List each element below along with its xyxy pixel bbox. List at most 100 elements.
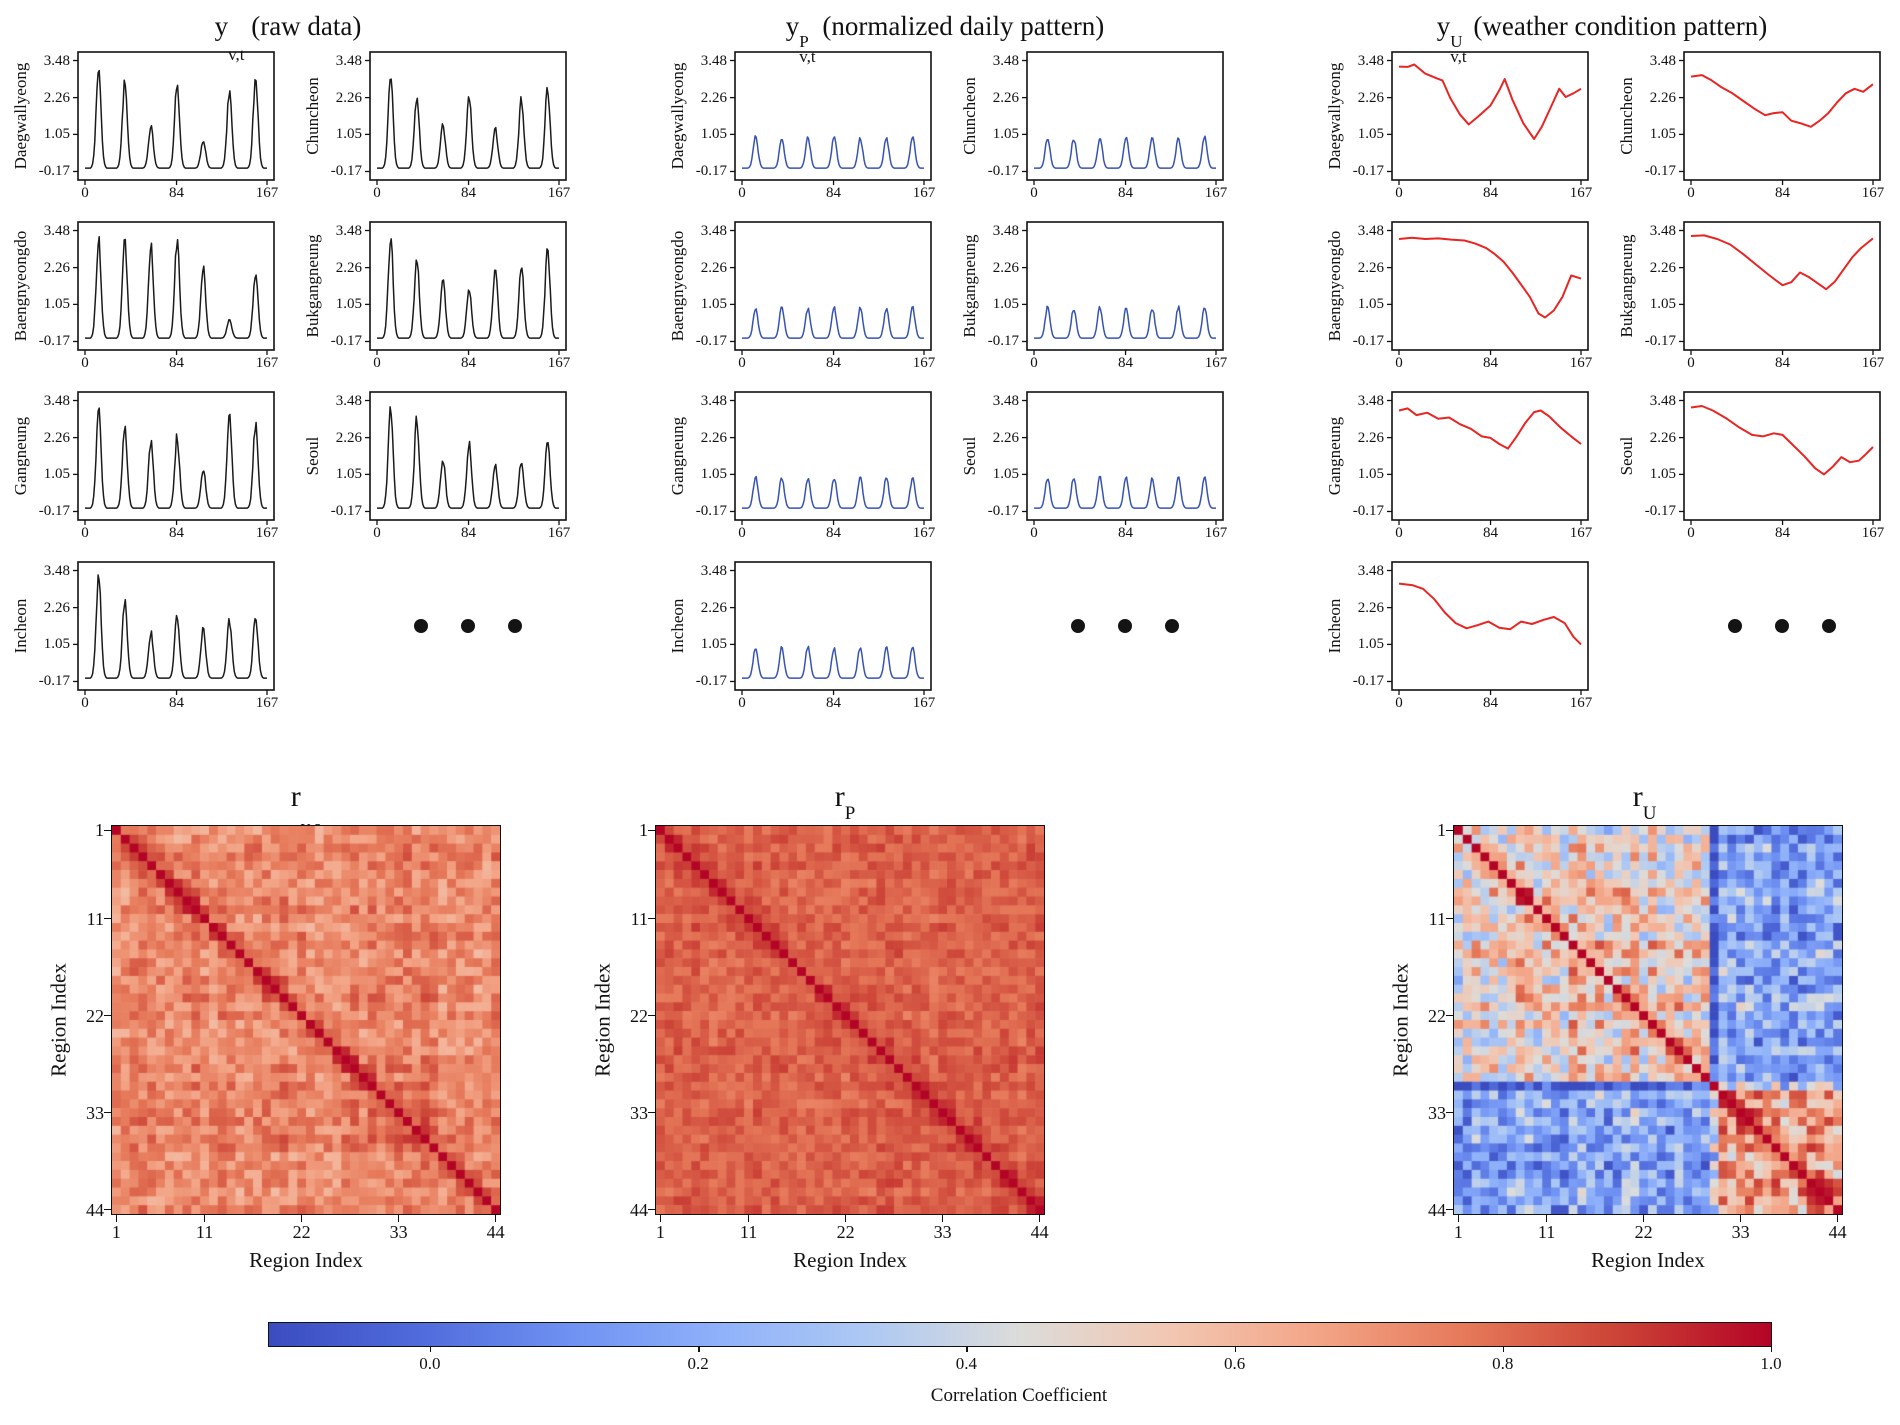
y-tick-label: -0.17 — [987, 333, 1019, 350]
plot-cell-weather-daegwallyeong: Daegwallyeong 3.48 2.26 1.05 -0.17 0 84 167 — [1322, 51, 1592, 210]
series-line-raw — [85, 574, 267, 679]
x-tick-label: 0 — [1030, 355, 1038, 371]
y-tick-label: 2.26 — [1357, 259, 1384, 276]
series-line-weather — [1690, 405, 1874, 476]
plot-area-raw — [73, 221, 275, 355]
y-tick-mark — [1446, 1111, 1454, 1114]
y-tick-label: 2.26 — [1357, 429, 1384, 446]
x-tick-label: 84 — [1118, 185, 1134, 201]
plot-area-normalized — [1022, 221, 1224, 355]
y-tick-mark — [104, 1111, 112, 1114]
y-tick-label: 1.05 — [1357, 466, 1384, 483]
x-tick-label: 0 — [1687, 355, 1695, 371]
y-axis-ticks: 3.48 2.26 1.05 -0.17 — [691, 222, 731, 350]
y-tick-label: -0.17 — [695, 163, 727, 180]
region-label: Incheon — [1325, 598, 1344, 654]
plot-frame — [369, 221, 567, 351]
plot-area-raw — [365, 221, 567, 355]
y-tick-label: -0.17 — [1644, 163, 1676, 180]
y-axis-ticks: 3.48 2.26 1.05 -0.17 — [1348, 222, 1388, 350]
colorbar-tick-mark — [1771, 1347, 1773, 1352]
title-main: y — [214, 11, 229, 41]
y-tick-label: -0.17 — [38, 503, 70, 520]
y-tick-mark — [648, 1208, 656, 1211]
timeseries-section: y v,t (raw data) Daegwallyeong 3.48 2.26 1.0… — [8, 6, 1884, 711]
x-tick-label: 84 — [1483, 695, 1499, 711]
y-tick-label: 3.48 — [700, 222, 727, 239]
x-tick-label: 0 — [1687, 525, 1695, 541]
region-index-ytick: 11 — [630, 908, 648, 929]
plot-area-raw — [73, 561, 275, 695]
y-axis-ticks: 3.48 2.26 1.05 -0.17 — [326, 222, 366, 350]
plot-cell-normalized-gangneung: Gangneung 3.48 2.26 1.05 -0.17 0 84 167 — [665, 391, 935, 550]
x-tick-label: 167 — [1204, 185, 1228, 201]
plot-frame — [1683, 391, 1881, 521]
y-axis-ticks: 3.48 2.26 1.05 -0.17 — [34, 392, 74, 520]
x-axis-ticks: 0 84 167 — [370, 185, 570, 207]
x-tick-mark — [1457, 1214, 1460, 1222]
x-tick-label: 84 — [826, 185, 842, 201]
y-tick-label: -0.17 — [987, 503, 1019, 520]
y-tick-mark — [648, 829, 656, 832]
ellipsis-dots — [370, 562, 566, 690]
heatmap-yticks-rP: 1 11 22 33 44 — [618, 820, 656, 1219]
y-tick-label: 1.05 — [335, 466, 362, 483]
x-tick-label: 0 — [373, 355, 381, 371]
plot-frame — [77, 221, 275, 351]
y-tick-label: -0.17 — [1352, 503, 1384, 520]
region-index-ytick: 22 — [1428, 1005, 1446, 1026]
series-line-weather — [1398, 582, 1582, 646]
x-tick-label: 84 — [1775, 185, 1791, 201]
x-tick-label: 84 — [826, 355, 842, 371]
series-line-normalized — [1034, 475, 1216, 509]
y-tick-label: 2.26 — [335, 429, 362, 446]
region-index-xtick: 44 — [1828, 1222, 1847, 1242]
y-axis-ticks: 3.48 2.26 1.05 -0.17 — [691, 392, 731, 520]
colorbar-tick-label: 0.2 — [687, 1354, 709, 1373]
plot-cell-normalized-baengnyeongdo: Baengnyeongdo 3.48 2.26 1.05 -0.17 0 84 167 — [665, 221, 935, 380]
heatmap-xticks-rU: 1 11 22 33 44 — [1454, 1214, 1847, 1244]
x-axis-ticks: 0 84 167 — [78, 355, 278, 377]
region-index-ytick: 44 — [630, 1199, 648, 1220]
region-label: Bukgangneung — [960, 234, 979, 338]
plot-cell-weather-gangneung: Gangneung 3.48 2.26 1.05 -0.17 0 84 167 — [1322, 391, 1593, 550]
plot-cell-normalized-seoul: Seoul 3.48 2.26 1.05 -0.17 0 84 167 — [957, 391, 1227, 550]
x-tick-label: 84 — [1775, 525, 1791, 541]
x-tick-label: 84 — [169, 185, 185, 201]
y-tick-label: 1.05 — [1649, 466, 1676, 483]
heatmap-body-rU — [1446, 825, 1843, 1222]
plot-cell-raw-daegwallyeong: Daegwallyeong 3.48 2.26 1.05 -0.17 0 84 167 — [8, 51, 278, 210]
region-index-ytick: 1 — [1437, 820, 1446, 841]
x-tick-label: 167 — [1569, 525, 1593, 541]
y-axis-ticks: 3.48 2.26 1.05 -0.17 — [34, 222, 74, 350]
x-tick-label: 0 — [738, 185, 746, 201]
ellipsis-dot — [414, 619, 428, 633]
x-tick-mark — [115, 1214, 118, 1222]
y-tick-label: 3.48 — [1357, 392, 1384, 409]
y-tick-label: 1.05 — [700, 296, 727, 313]
x-tick-label: 84 — [169, 355, 185, 371]
region-index-xtick: 33 — [933, 1222, 952, 1242]
y-tick-label: 3.48 — [43, 392, 70, 409]
y-axis-ticks: 3.48 2.26 1.05 -0.17 — [326, 392, 366, 520]
region-index-ytick: 11 — [1428, 908, 1446, 929]
region-index-ytick: 44 — [86, 1199, 104, 1220]
y-tick-label: -0.17 — [330, 163, 362, 180]
y-tick-label: 3.48 — [992, 222, 1019, 239]
y-axis-label: Region Index — [1388, 963, 1413, 1077]
plot-area-normalized — [1022, 391, 1224, 525]
heatmap-canvas-rU — [1453, 825, 1843, 1215]
plot-frame — [77, 51, 275, 181]
heatmap-yticks-r: 1 11 22 33 44 — [74, 820, 112, 1219]
ellipsis-dots — [1027, 562, 1223, 690]
ellipsis-dot — [461, 619, 475, 633]
y-tick-label: 1.05 — [335, 126, 362, 143]
heatmap-ylabel-rU: Region Index — [1386, 826, 1416, 1214]
y-tick-label: -0.17 — [38, 673, 70, 690]
heatmap-body-rP — [648, 825, 1045, 1222]
series-line-normalized — [1034, 135, 1216, 169]
x-tick-mark — [494, 1214, 497, 1222]
plot-cell-raw-chuncheon: Chuncheon 3.48 2.26 1.05 -0.17 0 84 167 — [300, 51, 570, 210]
group-title-raw: y v,t (raw data) — [8, 6, 568, 63]
y-tick-label: 2.26 — [992, 259, 1019, 276]
